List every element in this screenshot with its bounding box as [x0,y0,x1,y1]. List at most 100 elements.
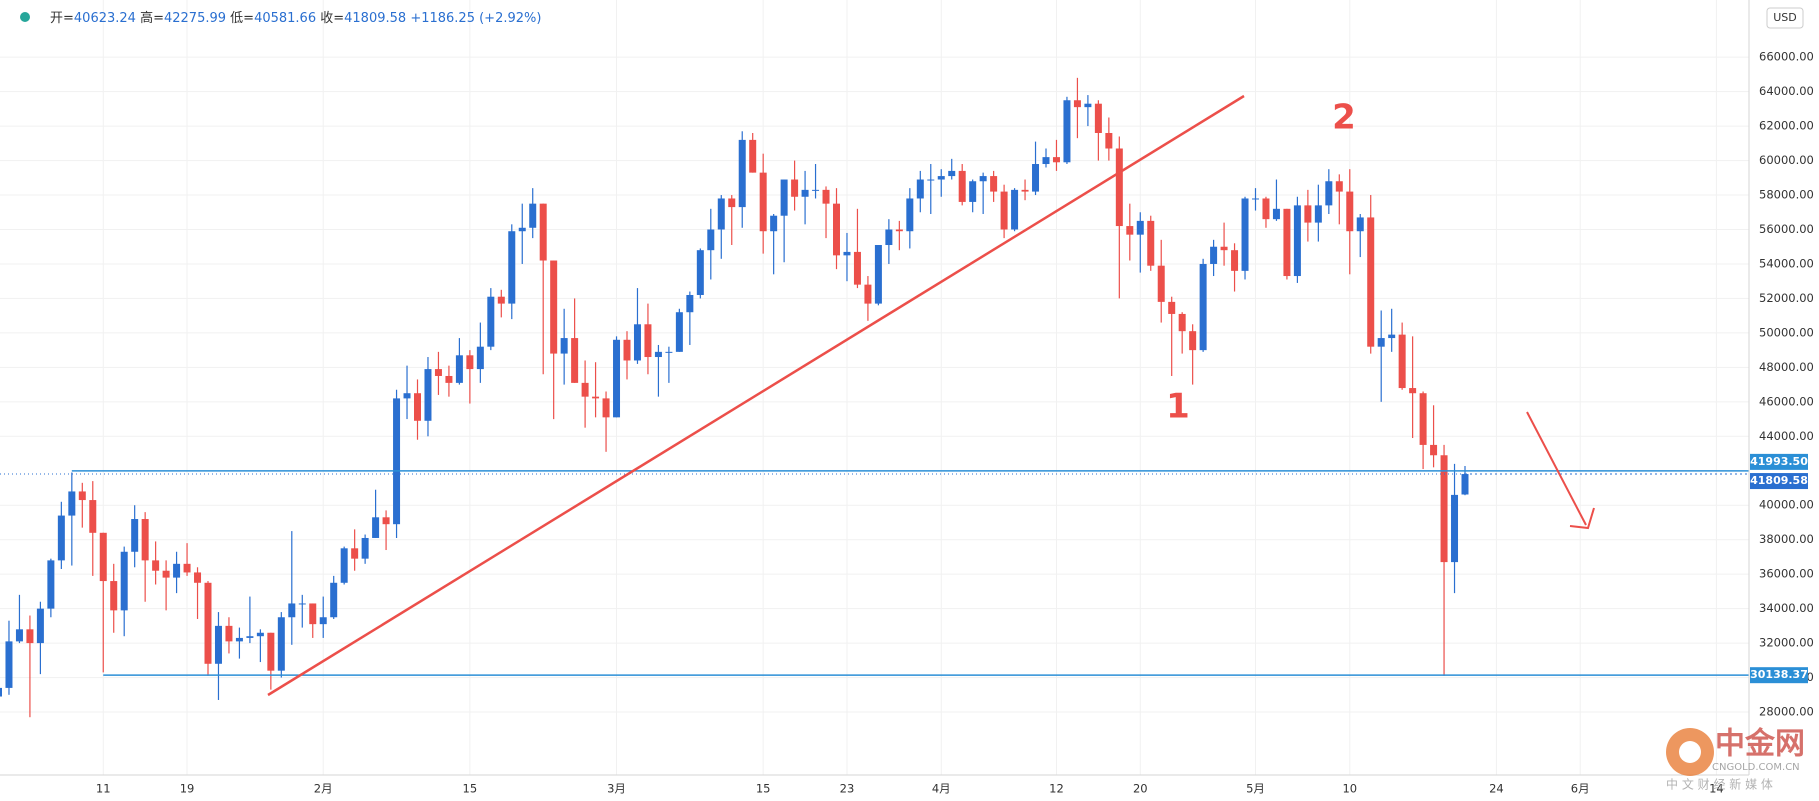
header-change: +1186.25 [410,11,475,26]
candle-body [277,617,285,671]
candle-body [812,189,820,191]
y-tick-label: 52000.00 [1759,291,1814,305]
candle-body [833,203,840,256]
candle-body [414,393,421,421]
price-label-box [1750,453,1808,470]
candle-body [1231,250,1239,271]
candle-body [1157,265,1165,302]
header-value: 40623.24 [74,11,136,26]
y-tick-label: 66000.00 [1759,50,1814,64]
header-change-pct: (+2.92%) [479,11,541,26]
candle-body [738,139,746,208]
candle-body [1314,205,1322,223]
candle-body [235,637,243,642]
status-dot [20,12,30,22]
candle-body [1189,331,1197,351]
candle-body [141,519,149,561]
x-tick-label: 14 [1709,782,1724,796]
candle-body [1252,198,1259,200]
x-tick-label: 19 [180,782,195,796]
header: 开=40623.24 高=42275.99 低=40581.66 收=41809… [50,10,541,26]
candle-body [864,284,872,304]
candle-body [131,519,139,552]
candle-body [47,560,55,609]
candle-body [214,625,222,664]
candle-body [1032,164,1040,192]
candle-body [990,176,998,192]
candle-body [68,491,76,516]
price-label: 41993.50 [1750,455,1808,468]
candle-body [1440,455,1448,563]
candle-body [1461,474,1469,495]
candle-body [592,396,600,399]
candle-body [1011,189,1019,230]
candle-body [654,351,662,358]
candle-body [644,324,652,358]
candle-body [518,227,526,232]
candle-body [110,581,118,611]
y-tick-label: 34000.00 [1759,601,1814,615]
price-label: 30138.37 [1750,668,1808,681]
plot [0,77,1749,718]
candle-body [874,245,882,304]
candle-body [1451,494,1459,563]
candle-body [361,537,369,559]
candle-body [770,215,778,232]
candle-body [183,563,191,573]
header-value: 40581.66 [254,11,316,26]
x-tick-label: 15 [756,782,771,796]
annotation: 2 [1332,98,1356,138]
candle-body [948,170,956,177]
candle-body [1241,198,1249,271]
candle-body [822,189,830,204]
candle-body [550,260,558,354]
candle-body [434,369,442,376]
candle-body [1377,338,1385,347]
candle-body [1388,334,1396,339]
currency-box[interactable] [1766,7,1804,29]
y-tick-label: 46000.00 [1759,394,1814,408]
candle-body [602,398,610,418]
candle-body [906,198,914,232]
candle-body [372,517,380,538]
candle-body [382,517,390,525]
candle-body [581,382,589,397]
watermark: 中金网 CNGOLD.COM.CN 中 文 财 经 新 媒 体 [1666,727,1805,792]
y-tick-label: 44000.00 [1759,429,1814,443]
candle-body [780,179,788,216]
candle-body [89,500,97,533]
candle-body [1398,334,1406,389]
candle-body [717,198,725,230]
candle-body [969,181,977,202]
candle-body [120,551,128,611]
candle-body [204,582,212,664]
candle-body [1021,189,1029,192]
candle-body [1052,157,1060,163]
candle-body [623,339,631,361]
candle-body [152,560,160,571]
candle-body [633,324,641,361]
x-tick-label: 5月 [1246,782,1265,796]
candle-body [256,632,264,637]
x-tick-label: 3月 [607,782,626,796]
candle-body [958,170,966,202]
candle-body [340,548,348,583]
y-tick-label: 62000.00 [1759,119,1814,133]
candle-body [1220,246,1228,251]
candle-body [707,229,715,251]
price-label-box [1750,667,1808,684]
candle-body [393,398,401,525]
y-tick-label: 48000.00 [1759,360,1814,374]
candle-body [1084,103,1092,108]
candle-body [1115,148,1123,227]
x-tick-label: 20 [1133,782,1148,796]
candle-body [801,189,809,197]
candle-body [560,338,568,354]
candle-body [246,636,254,638]
candle-body [1042,157,1050,165]
y-tick-label: 50000.00 [1759,325,1814,339]
candle-body [1168,301,1176,314]
candle-body [445,375,453,383]
y-tick-label: 56000.00 [1759,222,1814,236]
